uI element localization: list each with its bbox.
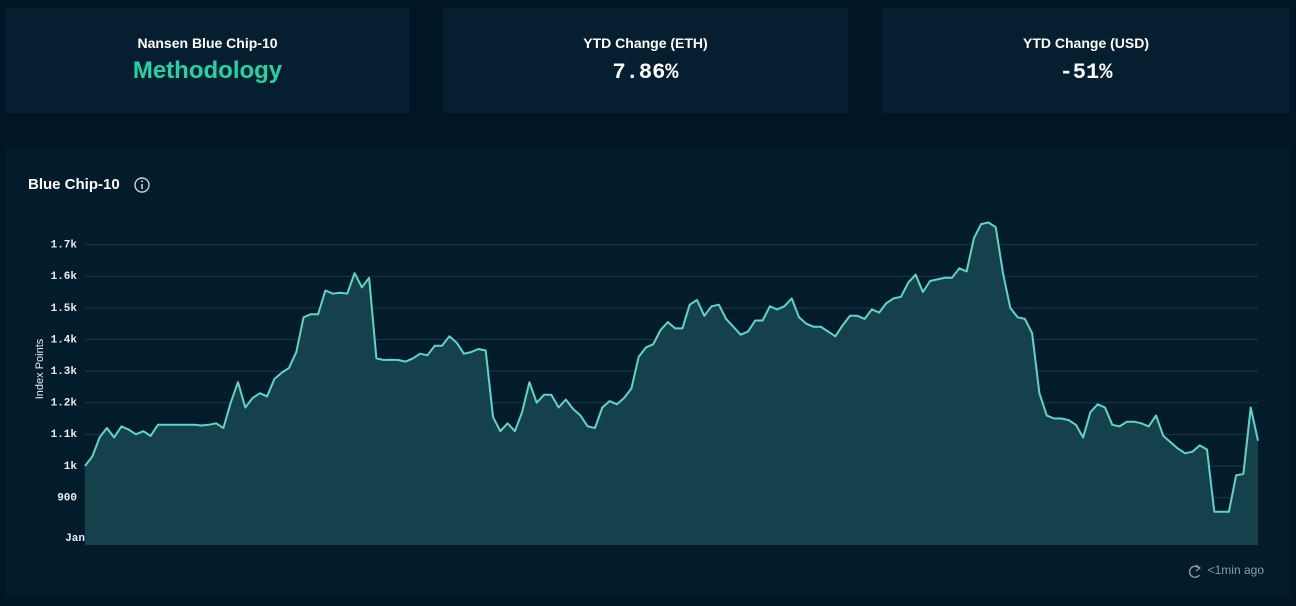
card-label: Nansen Blue Chip-10	[137, 35, 278, 51]
info-icon[interactable]	[134, 177, 150, 193]
y-axis-label: Index Points	[34, 338, 46, 399]
y-tick-label: 1.6k	[51, 271, 78, 283]
card-value: -51%	[1059, 60, 1113, 85]
card-label: YTD Change (USD)	[1023, 35, 1149, 51]
y-tick-label: 1k	[64, 461, 78, 473]
card: YTD Change (USD) -51%	[882, 8, 1290, 113]
y-tick-label: 900	[57, 492, 77, 504]
area	[85, 222, 1258, 545]
card-value: 7.86%	[612, 60, 679, 85]
y-tick-label: 1.2k	[51, 398, 78, 410]
card: Nansen Blue Chip-10 Methodology	[5, 8, 410, 113]
card-label: YTD Change (ETH)	[583, 35, 708, 51]
y-tick-label: 1.4k	[51, 334, 78, 346]
y-tick-label: 1.7k	[51, 240, 78, 252]
methodology-link[interactable]: Methodology	[132, 57, 283, 84]
line	[84, 221, 1259, 513]
card: YTD Change (ETH) 7.86%	[443, 8, 848, 113]
y-tick-label: 1.5k	[51, 303, 78, 315]
y-tick-label: 1.3k	[51, 366, 78, 378]
chart-title: Blue Chip-10	[28, 176, 120, 193]
y-tick-label: 1.1k	[51, 429, 78, 441]
refresh-icon	[1188, 564, 1201, 578]
updated-label: <1min ago	[1208, 563, 1265, 577]
